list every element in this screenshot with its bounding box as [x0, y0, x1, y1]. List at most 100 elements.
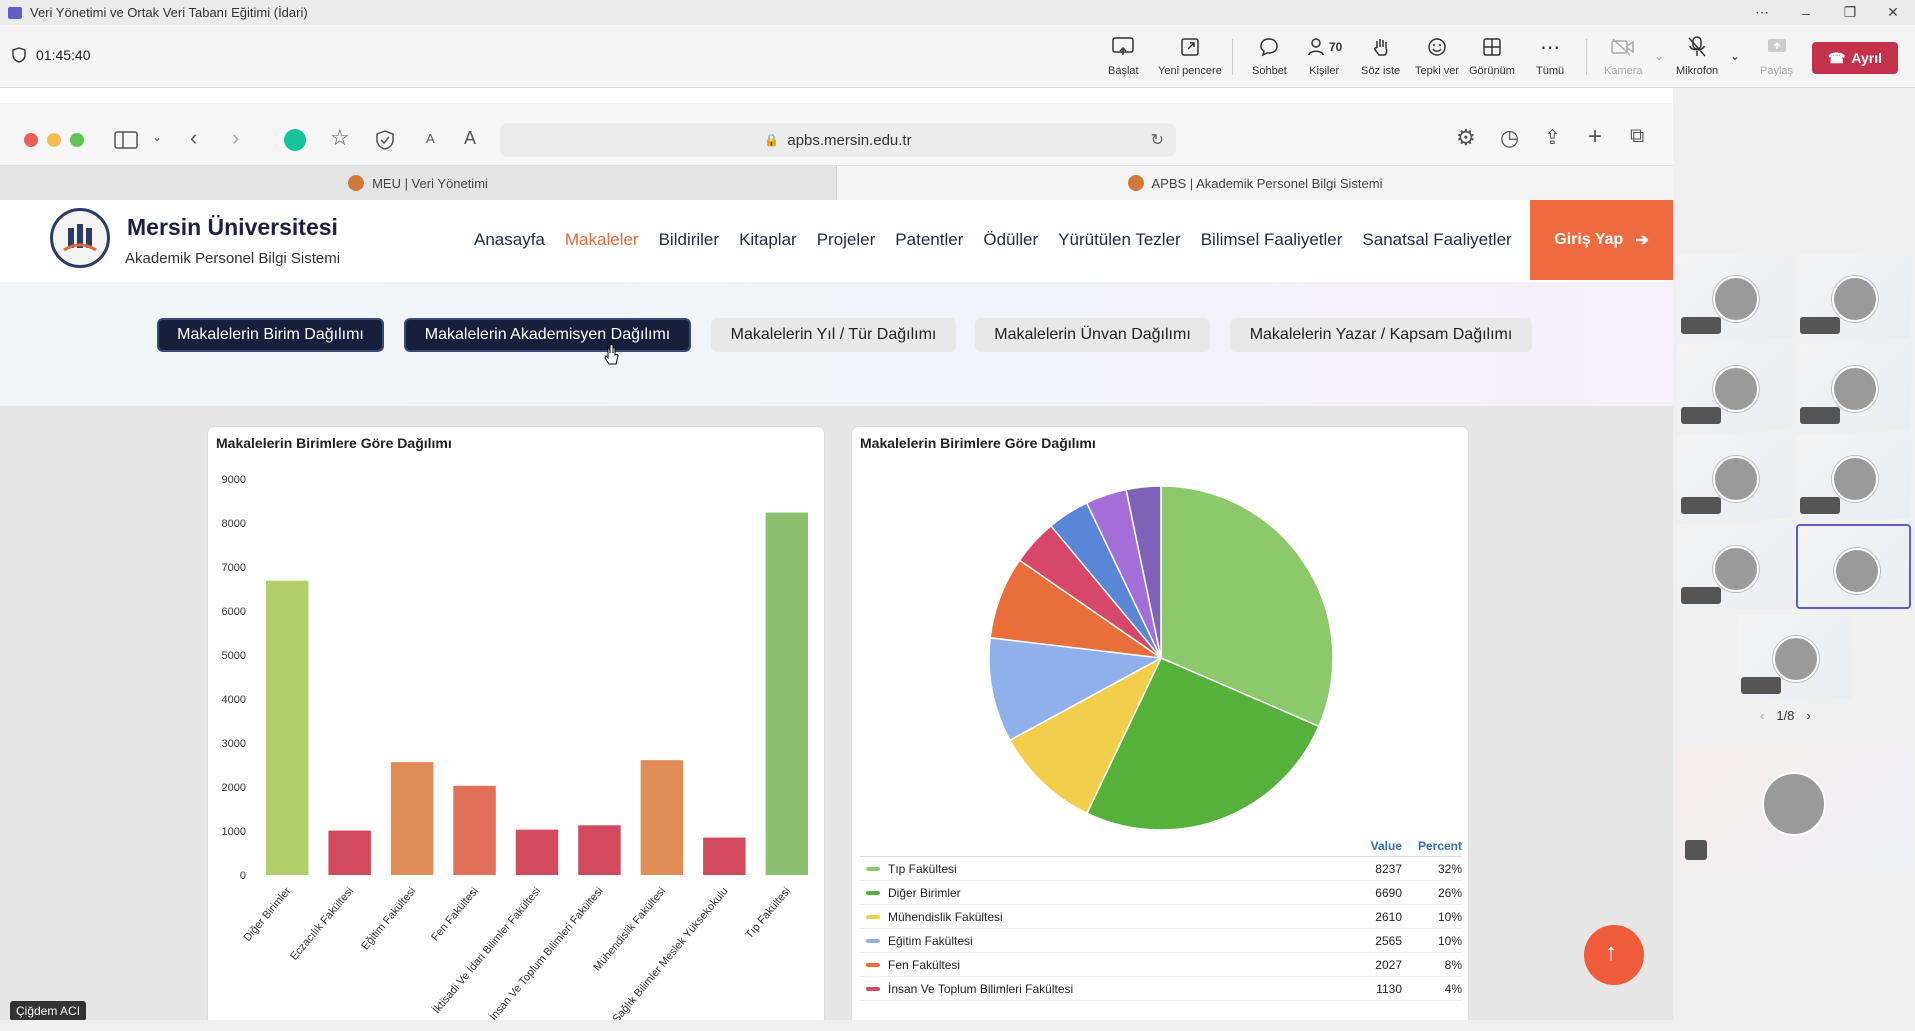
filter-unvan[interactable]: Makalelerin Ünvan Dağılımı	[975, 318, 1210, 352]
people-button[interactable]: 70 Kişiler	[1306, 35, 1342, 77]
history-icon[interactable]: ◷	[1500, 125, 1520, 150]
tab-veri-yonetimi[interactable]: MEU | Veri Yönetimi	[0, 166, 836, 200]
legend-swatch	[866, 962, 880, 967]
self-video-tile[interactable]	[1677, 746, 1911, 869]
nav-projeler[interactable]: Projeler	[816, 230, 876, 249]
pie-chart[interactable]	[852, 457, 1470, 837]
bar[interactable]	[640, 760, 684, 875]
more-button[interactable]: ⋯ Tümü	[1536, 35, 1564, 78]
legend-row[interactable]: Diğer Birimler 6690 26%	[860, 881, 1462, 905]
bar[interactable]	[578, 825, 621, 875]
login-button[interactable]: Giriş Yap ➔	[1530, 200, 1673, 280]
filter-birim[interactable]: Makalelerin Birim Dağılımı	[157, 318, 384, 352]
reload-icon[interactable]: ↻	[1150, 132, 1164, 149]
reaction-button[interactable]: Tepki ver	[1415, 35, 1459, 77]
raise-hand-button[interactable]: Söz iste	[1361, 35, 1400, 77]
share-button[interactable]: Paylaş	[1760, 35, 1793, 77]
view-button[interactable]: Görünüm	[1469, 35, 1515, 77]
address-bar[interactable]: 🔒 apbs.mersin.edu.tr ↻	[500, 123, 1176, 157]
x-tick-label: Diğer Birimler	[242, 885, 294, 944]
bar[interactable]	[265, 580, 309, 875]
close-icon[interactable]: ✕	[1887, 4, 1899, 20]
zoom-window-dot[interactable]	[70, 133, 84, 147]
mic-off-icon	[1688, 36, 1706, 57]
camera-button[interactable]: Kamera	[1604, 35, 1643, 77]
bar[interactable]	[453, 785, 496, 875]
nav-anasayfa[interactable]: Anasayfa	[474, 230, 545, 249]
tab-overview-icon[interactable]: ⧉	[1630, 125, 1645, 147]
bar[interactable]	[390, 762, 434, 875]
mic-options-chevron-icon[interactable]: ⌄	[1730, 49, 1741, 63]
filter-yil-tur[interactable]: Makalelerin Yıl / Tür Dağılımı	[711, 318, 956, 352]
back-icon[interactable]: ‹	[190, 125, 198, 150]
legend-row[interactable]: Fen Fakültesi 2027 8%	[860, 953, 1462, 977]
university-logo[interactable]	[50, 208, 110, 268]
participant-tile[interactable]	[1796, 344, 1911, 429]
forward-icon[interactable]: ›	[232, 125, 240, 150]
bar[interactable]	[515, 829, 559, 875]
minimize-window-dot[interactable]	[47, 133, 61, 147]
leave-button[interactable]: ☎ Ayrıl	[1812, 42, 1898, 74]
filter-yazar-kapsam[interactable]: Makalelerin Yazar / Kapsam Dağılımı	[1230, 318, 1532, 352]
pager-next-icon[interactable]: ›	[1806, 708, 1811, 723]
text-smaller-icon[interactable]: A	[426, 131, 435, 146]
share-page-icon[interactable]: ⇪	[1544, 127, 1561, 149]
grammarly-icon[interactable]	[284, 129, 306, 151]
participant-tile[interactable]	[1677, 434, 1792, 519]
bar[interactable]	[703, 837, 746, 875]
participant-tile[interactable]	[1796, 434, 1911, 519]
close-window-dot[interactable]	[24, 133, 38, 147]
nav-bildiriler[interactable]: Bildiriler	[658, 230, 720, 249]
muted-icon	[1681, 497, 1721, 514]
nav-oduller[interactable]: Ödüller	[983, 230, 1039, 249]
legend-row[interactable]: Eğitim Fakültesi 2565 10%	[860, 929, 1462, 953]
nav-sanatsal-faaliyetler[interactable]: Sanatsal Faaliyetler	[1362, 230, 1512, 249]
participant-tile-selected[interactable]	[1796, 524, 1911, 609]
participant-tile[interactable]	[1677, 254, 1792, 339]
camera-options-chevron-icon[interactable]: ⌄	[1654, 49, 1665, 63]
new-tab-icon[interactable]: +	[1588, 123, 1603, 150]
bar[interactable]	[765, 512, 809, 875]
sidebar-icon[interactable]	[114, 130, 138, 150]
star-icon[interactable]: ☆	[330, 125, 350, 150]
site-title[interactable]: Mersin Üniversitesi	[127, 214, 338, 240]
pie-slice[interactable]	[988, 636, 1164, 742]
legend-swatch	[866, 866, 880, 871]
login-label: Giriş Yap	[1554, 231, 1624, 248]
pager-prev-icon[interactable]: ‹	[1760, 708, 1765, 723]
scroll-to-top-button[interactable]: ↑	[1584, 925, 1644, 985]
shield-check-icon[interactable]	[374, 129, 396, 151]
pie-slice[interactable]	[1125, 485, 1162, 659]
new-window-button[interactable]: Yeni pencere	[1158, 35, 1222, 77]
nav-bilimsel-faaliyetler[interactable]: Bilimsel Faaliyetler	[1200, 230, 1343, 249]
text-larger-icon[interactable]: A	[464, 128, 477, 148]
favicon-icon	[348, 175, 365, 191]
minimize-icon[interactable]: –	[1802, 4, 1810, 21]
pie-slice[interactable]	[1160, 485, 1334, 728]
settings-icon[interactable]: ⚙	[1456, 125, 1476, 150]
tab-group-chevron-icon[interactable]: ⌄	[152, 130, 163, 144]
bar-chart[interactable]: 0 1000 2000 3000 4000 5000 6000 7000 8000 9000 Diğ…	[208, 457, 826, 1020]
microphone-button[interactable]: Mikrofon	[1676, 35, 1718, 77]
legend-row[interactable]: Mühendislik Fakültesi 2610 10%	[860, 905, 1462, 929]
nav-patentler[interactable]: Patentler	[895, 230, 964, 249]
participant-tile[interactable]	[1737, 614, 1852, 699]
filter-akademisyen[interactable]: Makalelerin Akademisyen Dağılımı	[404, 318, 691, 352]
participant-tile[interactable]	[1677, 344, 1792, 429]
participant-tile[interactable]	[1796, 254, 1911, 339]
legend-row[interactable]: İnsan Ve Toplum Bilimleri Fakültesi 1130 4…	[860, 977, 1462, 1001]
pie-slice[interactable]	[1085, 657, 1320, 831]
bar[interactable]	[328, 830, 371, 875]
nav-makaleler[interactable]: Makaleler	[564, 230, 639, 249]
maximize-icon[interactable]: ❐	[1843, 4, 1857, 20]
nav-yurutulen-tezler[interactable]: Yürütülen Tezler	[1058, 230, 1181, 249]
nav-kitaplar[interactable]: Kitaplar	[739, 230, 797, 249]
present-button[interactable]: Başlat	[1108, 35, 1139, 77]
participant-tile[interactable]	[1677, 524, 1792, 609]
chat-button[interactable]: Sohbet	[1252, 35, 1287, 77]
pie-slice[interactable]	[1008, 656, 1163, 815]
legend-row[interactable]: Tıp Fakültesi 8237 32%	[860, 857, 1462, 881]
tab-apbs[interactable]: APBS | Akademik Personel Bilgi Sistemi	[836, 166, 1673, 200]
more-options-icon[interactable]: ⋯	[1755, 4, 1769, 20]
legend-name: Fen Fakültesi	[888, 957, 961, 972]
